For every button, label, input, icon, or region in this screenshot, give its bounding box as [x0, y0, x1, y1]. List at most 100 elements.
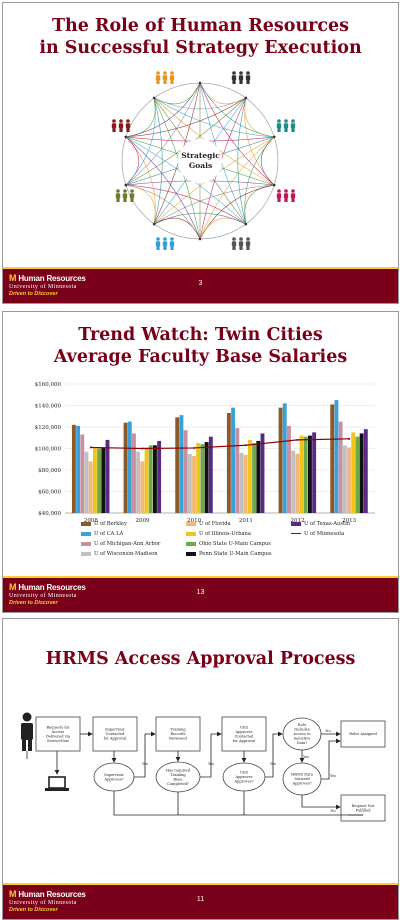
connection-line	[125, 82, 201, 186]
edge-label: No	[330, 809, 335, 813]
bar	[200, 444, 205, 513]
people-group-icon	[276, 189, 296, 202]
hrms-flowchart: Requests for Access Delivered via ServiceNo…	[21, 712, 386, 822]
roles-assigned-label: Roles Assigned	[349, 732, 377, 736]
slide-title: The Role of Human Resources in Successfu…	[3, 15, 398, 59]
line-point	[89, 446, 92, 449]
bar	[243, 454, 248, 513]
bar	[123, 422, 128, 513]
supervisor-contacted-box	[92, 716, 138, 752]
x-tick-label: 2012	[291, 518, 305, 524]
footer-divider	[3, 267, 398, 269]
center-label-line-2: Goals	[188, 161, 213, 170]
legend-label: U of Texas-Austin	[304, 521, 351, 527]
legend-swatch	[81, 521, 91, 526]
not-fulfilled-label: Request Not Fulfilled	[352, 804, 375, 813]
center-disc	[178, 139, 222, 183]
bar	[80, 434, 85, 513]
bar	[256, 440, 261, 513]
sensitive-data-label: Role Includes Access to Sensitive Data?	[292, 723, 310, 745]
hr-logo: M Human Resources University of Minnesot…	[9, 582, 86, 606]
y-tick-label: $40,000	[38, 511, 61, 517]
connection-line	[237, 97, 247, 225]
legend-swatch	[291, 532, 301, 535]
bar	[235, 428, 240, 513]
legend-item: U of Minnesota	[291, 531, 344, 537]
bar	[88, 461, 93, 513]
node-dot	[152, 96, 156, 100]
bar	[231, 407, 236, 513]
logo-text: Human Resources	[18, 890, 86, 899]
legend-label: U of Michigan-Ann Arbor	[94, 541, 161, 547]
logo-text: Human Resources	[18, 274, 86, 283]
legend-swatch	[81, 531, 91, 536]
university-name: University of Minnesota	[9, 593, 77, 599]
bar	[136, 451, 141, 513]
tagline: Driven to Discover	[9, 600, 58, 606]
y-tick-label: $120,000	[35, 425, 62, 431]
node-dot	[272, 135, 276, 139]
not-fulfilled-box	[340, 794, 386, 822]
connection-line	[153, 184, 275, 225]
x-tick-label: 2010	[187, 518, 201, 524]
slide-footer: M Human Resources University of Minnesot…	[3, 578, 398, 612]
legend-swatch	[186, 531, 196, 536]
tagline: Driven to Discover	[9, 291, 58, 297]
bar	[247, 439, 252, 513]
bar	[183, 430, 188, 513]
hr-logo: M Human Resources University of Minnesot…	[9, 889, 86, 913]
hr-logo: M Human Resources University of Minnesot…	[9, 273, 86, 297]
bar	[192, 456, 196, 513]
people-group-icon	[276, 119, 296, 132]
people-group-icon	[231, 237, 251, 250]
bar	[287, 425, 291, 513]
connection-line	[125, 136, 201, 240]
person-icon	[21, 712, 33, 751]
salary-bar-chart: $40,000 $60,000 $80,000 $100,000 $120,000 $14…	[35, 382, 375, 524]
bar	[208, 436, 213, 513]
slide-title: HRMS Access Approval Process	[45, 649, 356, 669]
bar	[359, 433, 364, 513]
x-tick-label: 2009	[136, 518, 150, 524]
connection-line	[125, 184, 247, 225]
y-tick-label: $140,000	[35, 404, 62, 410]
legend-item: U of Michigan-Ann Arbor	[81, 541, 160, 547]
steward-approves-label: HRMS Data Steward Approves?	[291, 773, 314, 786]
line-point	[141, 447, 144, 450]
bar	[92, 447, 97, 513]
bar	[342, 445, 347, 513]
bar	[338, 421, 343, 513]
node-dot	[124, 183, 128, 187]
legend-swatch	[291, 521, 301, 526]
legend-label: U of Berkley	[94, 521, 127, 527]
slide-strategy: The Role of Human Resources in Successfu…	[2, 2, 399, 304]
center-label: Strategic Goals	[3, 151, 398, 171]
legend-label: U of CA LA	[94, 531, 124, 537]
bar	[291, 450, 296, 513]
x-tick-label: 2011	[239, 518, 253, 524]
bar	[71, 424, 76, 513]
supervisor-approves-label: Supervisor Approves?	[103, 773, 124, 782]
title-line-2: in Successful Strategy Execution	[39, 38, 362, 58]
bar	[153, 445, 157, 513]
bar	[132, 433, 136, 513]
tagline: Driven to Discover	[9, 907, 58, 913]
bar	[84, 451, 89, 513]
line-point	[348, 437, 351, 440]
connection-line	[153, 97, 163, 225]
connection-line	[199, 136, 275, 240]
edge-label: Yes	[141, 762, 148, 766]
center-label-line-1: Strategic	[181, 151, 220, 160]
strategy-circle-diagram	[111, 71, 296, 250]
footer-divider	[3, 883, 398, 885]
legend-label: U of Florida	[199, 521, 231, 527]
people-group-icon	[155, 71, 175, 84]
legend-swatch	[81, 551, 91, 556]
bar	[330, 404, 335, 513]
line-point	[296, 438, 299, 441]
node-dot	[124, 135, 128, 139]
bar	[196, 443, 201, 513]
x-tick-label: 2008	[84, 518, 98, 524]
legend-swatch	[81, 541, 91, 546]
bar	[260, 433, 265, 513]
